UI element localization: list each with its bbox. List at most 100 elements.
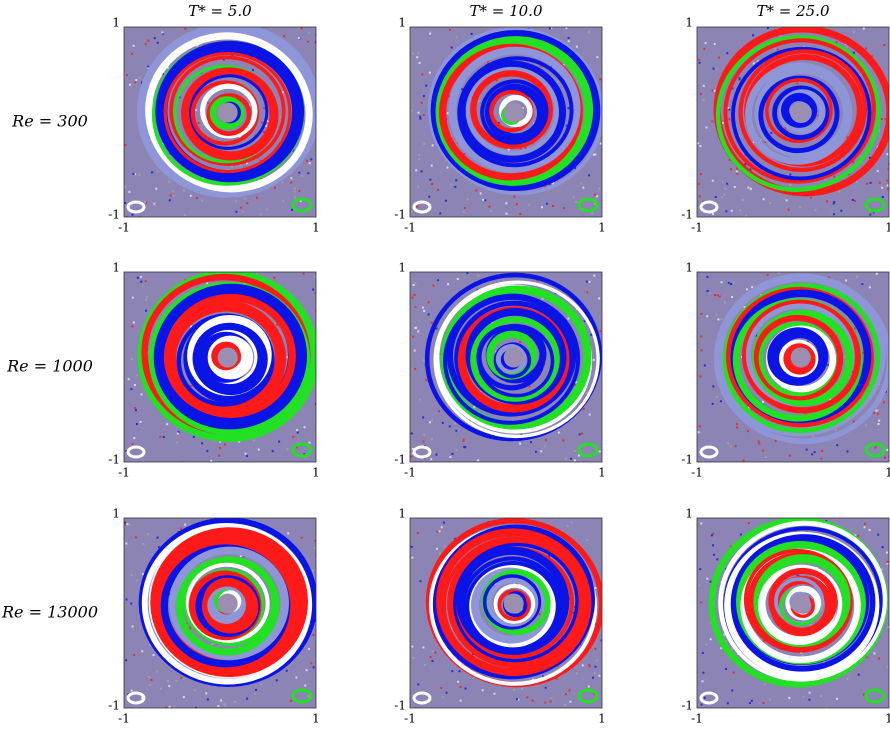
corner-vortex <box>291 197 313 213</box>
speckle <box>417 52 420 55</box>
row-label: Re = 1000 <box>6 357 93 376</box>
speckle <box>588 280 591 283</box>
speckle <box>564 704 567 707</box>
speckle <box>125 659 128 662</box>
speckle <box>427 313 430 316</box>
speckle <box>411 296 414 299</box>
panel <box>124 518 316 708</box>
speckle <box>709 580 712 583</box>
speckle <box>296 429 299 432</box>
speckle <box>305 159 308 162</box>
speckle <box>809 196 812 199</box>
swirl-band <box>185 562 270 643</box>
speckle <box>179 527 182 530</box>
speckle <box>175 679 178 682</box>
speckle <box>310 158 313 161</box>
speckle <box>549 27 552 30</box>
speckle <box>744 163 747 166</box>
speckle <box>313 546 316 549</box>
speckle <box>846 677 849 680</box>
speckle <box>598 187 601 190</box>
speckle <box>140 275 143 278</box>
speckle <box>439 212 442 215</box>
speckle <box>428 195 431 198</box>
speckle <box>872 411 875 414</box>
speckle <box>172 194 175 197</box>
speckle <box>551 204 554 207</box>
speckle <box>146 351 149 354</box>
speckle <box>727 281 730 284</box>
speckle <box>422 359 425 362</box>
speckle <box>599 330 602 333</box>
speckle <box>846 450 849 453</box>
speckle <box>523 60 526 63</box>
speckle <box>739 533 742 536</box>
speckle <box>715 313 718 316</box>
speckle <box>886 562 889 565</box>
speckle <box>410 109 413 112</box>
speckle <box>852 420 855 423</box>
speckle <box>422 114 425 117</box>
y-tick-label: -1 <box>394 453 406 467</box>
speckle <box>877 423 880 426</box>
speckle <box>598 674 601 677</box>
speckle <box>464 446 467 449</box>
speckle <box>519 341 522 344</box>
speckle <box>290 699 293 702</box>
speckle <box>719 581 722 584</box>
speckle <box>183 214 186 217</box>
speckle <box>417 153 420 156</box>
speckle <box>575 200 578 203</box>
speckle <box>713 294 716 297</box>
speckle <box>256 196 259 199</box>
speckle <box>282 200 285 203</box>
speckle <box>832 202 835 205</box>
swirl-band <box>754 67 850 158</box>
speckle <box>709 638 712 641</box>
speckle <box>713 89 716 92</box>
speckle <box>699 425 702 428</box>
speckle <box>139 420 142 423</box>
speckle <box>285 669 288 672</box>
speckle <box>148 643 151 646</box>
speckle <box>133 437 136 440</box>
speckle <box>528 385 531 388</box>
y-tick-label: 1 <box>398 261 406 275</box>
speckle <box>479 192 482 195</box>
speckle <box>269 607 272 610</box>
speckle <box>562 207 565 210</box>
speckle <box>562 439 565 442</box>
speckle <box>582 186 585 189</box>
speckle <box>431 144 434 147</box>
speckle <box>131 325 134 328</box>
speckle <box>166 423 169 426</box>
speckle <box>147 65 150 68</box>
speckle <box>124 144 127 147</box>
speckle <box>590 333 593 336</box>
speckle <box>441 421 444 424</box>
speckle <box>709 292 712 295</box>
speckle <box>812 435 815 438</box>
speckle <box>567 36 570 39</box>
swirl-band <box>493 583 536 624</box>
speckle <box>132 172 135 175</box>
speckle <box>208 398 211 401</box>
speckle <box>159 435 162 438</box>
speckle <box>808 691 811 694</box>
speckle <box>206 450 209 453</box>
speckle <box>540 137 543 140</box>
speckle <box>487 61 490 64</box>
y-tick-label: -1 <box>108 453 120 467</box>
speckle <box>575 381 578 384</box>
swirl-band <box>181 67 279 161</box>
speckle <box>416 205 419 208</box>
speckle <box>223 703 226 706</box>
speckle <box>140 280 143 283</box>
swirl-band <box>731 46 872 181</box>
speckle <box>422 95 425 98</box>
speckle <box>303 426 306 429</box>
speckle <box>423 142 426 145</box>
speckle <box>135 374 138 377</box>
speckle <box>592 358 595 361</box>
speckle <box>762 449 765 452</box>
